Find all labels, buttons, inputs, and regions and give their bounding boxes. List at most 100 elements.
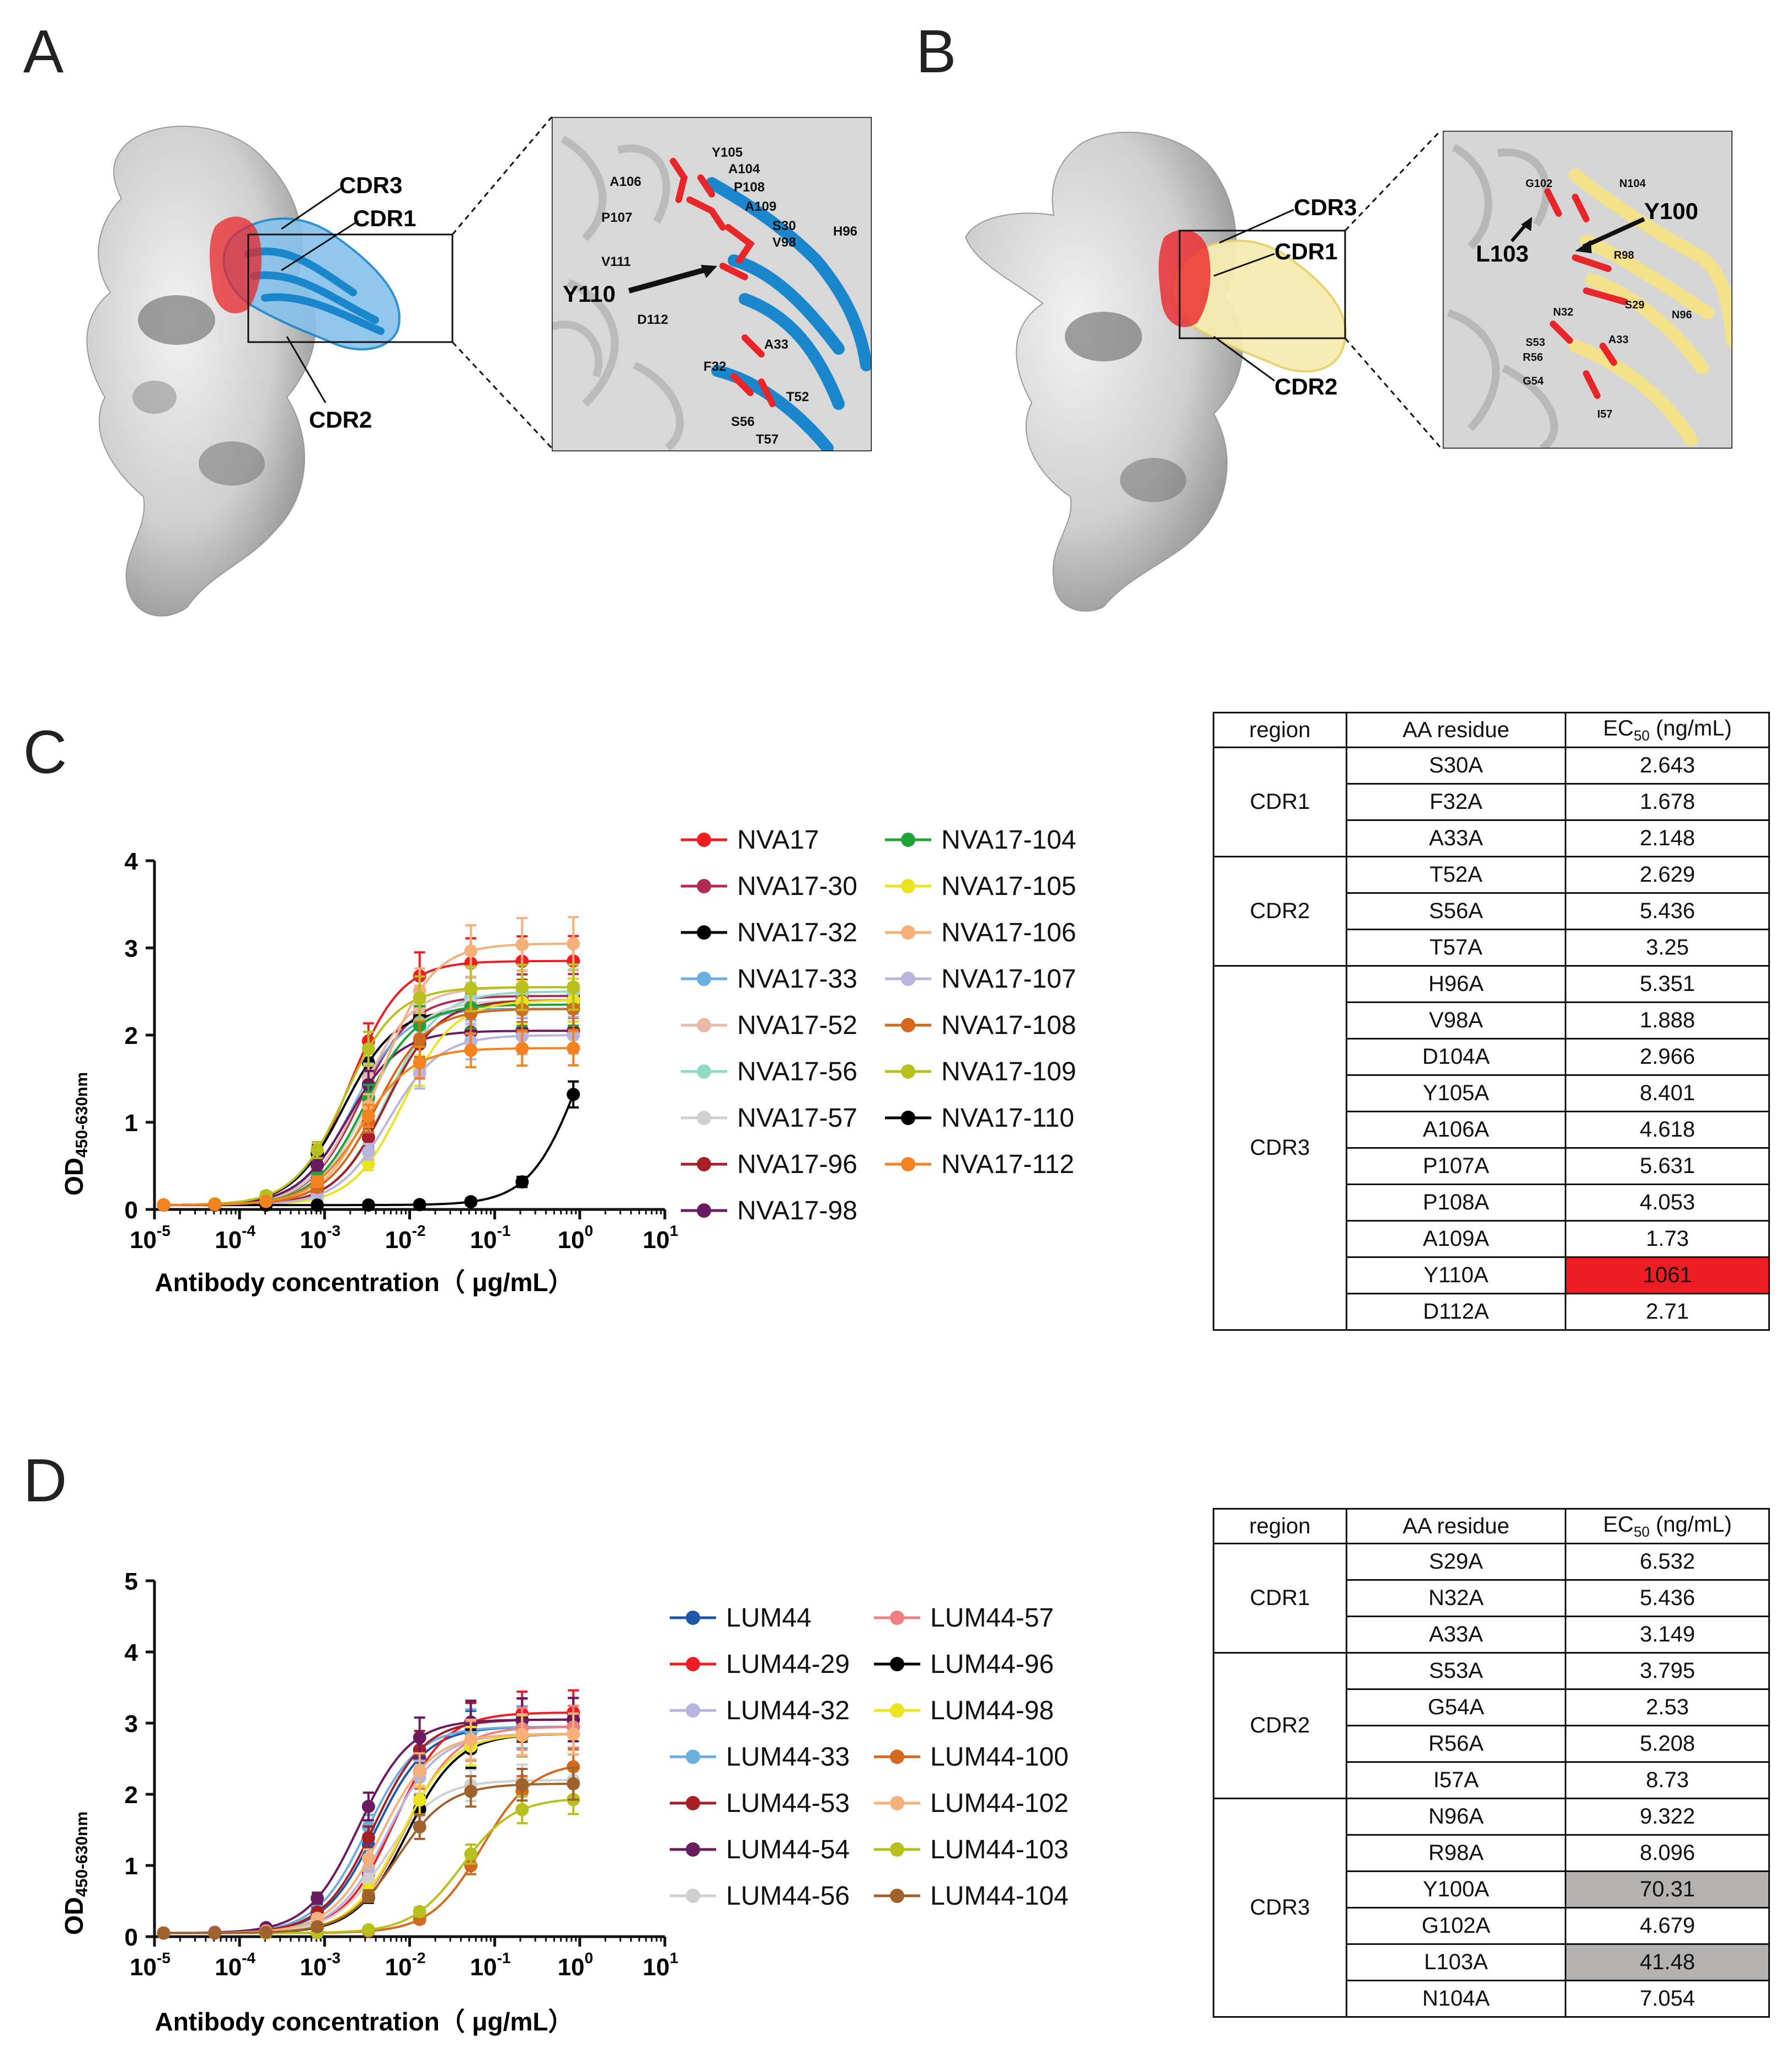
data-point-NVA17-96	[361, 1131, 375, 1144]
ec50-cell: 2.643	[1565, 747, 1770, 785]
x-tick-label: 101	[643, 1222, 679, 1254]
x-tick-label: 101	[643, 1949, 679, 1981]
antigen-cavity	[132, 381, 177, 414]
legend-swatch	[874, 1889, 920, 1903]
legend-swatch	[874, 1750, 920, 1764]
table-row: S56A 5.436	[1214, 892, 1770, 930]
zoom-line	[451, 116, 553, 235]
legend-item-NVA17-98: NVA17-98	[679, 1187, 857, 1234]
aa-residue-cell: G102A	[1345, 1907, 1567, 1945]
legend-label: LUM44-98	[930, 1696, 1054, 1725]
legend-item-LUM44-102: LUM44-102	[872, 1780, 1069, 1826]
cdr3-label: CDR3	[339, 172, 402, 198]
table-header: EC50 (ng/mL)	[1565, 712, 1770, 748]
aa-residue-cell: S53A	[1345, 1652, 1567, 1690]
legend-item-LUM44-29: LUM44-29	[668, 1641, 850, 1687]
ec50-cell: 6.532	[1565, 1543, 1770, 1581]
legend-item-NVA17-32: NVA17-32	[679, 909, 857, 956]
residue-label: P107	[601, 210, 632, 225]
y-tick-label: 5	[125, 1568, 138, 1595]
legend-swatch	[670, 1796, 716, 1810]
data-point-LUM44-104	[259, 1925, 273, 1939]
aa-residue-cell: Y100A	[1345, 1870, 1567, 1909]
legend-label: LUM44-53	[726, 1788, 850, 1818]
aa-residue-cell: N104A	[1345, 1980, 1567, 2018]
table-row: Y100A 70.31	[1214, 1870, 1770, 1909]
aa-residue-cell: H96A	[1345, 965, 1567, 1003]
ec50-cell: 5.436	[1565, 1579, 1770, 1617]
ec50-cell: 1061	[1565, 1256, 1770, 1294]
data-point-NVA17-112	[361, 1109, 375, 1123]
y100-arrow	[1582, 217, 1645, 249]
data-point-LUM44-103	[413, 1905, 426, 1918]
panel-label-c: C	[23, 718, 67, 786]
aa-residue-cell: T57A	[1345, 929, 1567, 967]
aa-residue-cell: Y110A	[1345, 1256, 1567, 1294]
panel-label-a: A	[23, 18, 64, 86]
legend-item-NVA17-33: NVA17-33	[679, 956, 857, 1002]
aa-residue-cell: Y105A	[1345, 1074, 1567, 1112]
data-point-LUM44-100	[464, 1859, 478, 1873]
y-tick-label: 0	[125, 1197, 138, 1224]
legend-item-NVA17-109: NVA17-109	[883, 1048, 1076, 1095]
binding-chart-c: 0 1 2 3 4 10-5 10-4 10-3 10-2 10-1 100 101 OD450-63…	[60, 848, 679, 1297]
legend-label: LUM44-104	[930, 1881, 1069, 1911]
panel-label-b: B	[916, 18, 957, 86]
y-tick-label: 1	[125, 1110, 138, 1137]
legend-swatch	[885, 972, 931, 986]
table-row: P108A 4.053	[1214, 1184, 1770, 1222]
aa-residue-cell: R56A	[1345, 1725, 1567, 1763]
data-point-LUM44-104	[464, 1784, 478, 1798]
ec50-cell: 7.054	[1565, 1980, 1770, 2018]
y-axis-title: OD450-630nm	[60, 1072, 91, 1196]
data-point-NVA17-110	[464, 1195, 478, 1209]
data-point-LUM44-98	[413, 1793, 426, 1807]
y-tick-label: 2	[125, 1022, 138, 1049]
legend-d: LUM44 LUM44-29 LUM44-32 LUM44-33 LUM44-53 LUM…	[668, 1595, 1087, 1981]
x-tick-label: 10-3	[300, 1949, 340, 1981]
legend-item-NVA17-30: NVA17-30	[679, 863, 857, 909]
data-point-NVA17-112	[464, 1043, 478, 1057]
residue-label: V111	[601, 254, 631, 269]
cdr1-label: CDR1	[353, 205, 416, 231]
legend-swatch	[885, 925, 931, 940]
data-point-NVA17-98	[311, 1158, 324, 1172]
table-row: Y105A 8.401	[1214, 1074, 1770, 1112]
legend-item-NVA17-106: NVA17-106	[883, 909, 1076, 956]
residue-label: A33	[764, 337, 788, 352]
ec50-cell: 2.148	[1565, 819, 1770, 857]
region-cell: CDR1	[1213, 747, 1347, 857]
table-row: N32A 5.436	[1214, 1579, 1770, 1617]
legend-swatch	[670, 1842, 716, 1857]
legend-item-LUM44-54: LUM44-54	[668, 1826, 850, 1873]
residue-label: S30	[772, 218, 796, 233]
legend-label: NVA17-96	[737, 1149, 857, 1179]
aa-residue-cell: D112A	[1345, 1293, 1567, 1331]
table-row: R56A 5.208	[1214, 1725, 1770, 1763]
structure-b-zoom: G102 N104 R98 S29 N32 N96 S53 R56 A33 G5…	[1443, 131, 1732, 449]
legend-swatch	[874, 1703, 920, 1718]
legend-swatch	[681, 1157, 727, 1171]
residue-label: A104	[728, 162, 760, 177]
x-tick-label: 10-4	[215, 1222, 255, 1254]
zoom-box	[1178, 230, 1346, 339]
legend-label: LUM44-33	[726, 1742, 850, 1772]
residue-label: R98	[1614, 249, 1634, 262]
aa-residue-cell: V98A	[1345, 1001, 1567, 1040]
ec50-cell: 2.629	[1565, 856, 1770, 894]
cdr3-pointer	[281, 186, 343, 230]
aa-residue-cell: F32A	[1345, 783, 1567, 821]
residue-label: N32	[1553, 306, 1574, 318]
aa-residue-cell: T52A	[1345, 856, 1567, 894]
x-axis-title: Antibody concentration（ μg/mL）	[154, 1268, 573, 1297]
ec50-cell: 5.208	[1565, 1725, 1770, 1763]
ec50-table-d: region AA residue EC50 (ng/mL) CDR1 S29A 6.53…	[1213, 1508, 1770, 2018]
table-row: P107A 5.631	[1214, 1147, 1770, 1185]
aa-residue-cell: A109A	[1345, 1220, 1567, 1258]
data-point-LUM44-102	[361, 1852, 375, 1865]
ec50-cell: 41.48	[1565, 1943, 1770, 1981]
table-row: CDR2 T52A 2.629	[1213, 856, 1770, 967]
legend-swatch	[874, 1611, 920, 1625]
residue-label: Y105	[712, 145, 743, 160]
data-point-LUM44-102	[567, 1727, 580, 1741]
